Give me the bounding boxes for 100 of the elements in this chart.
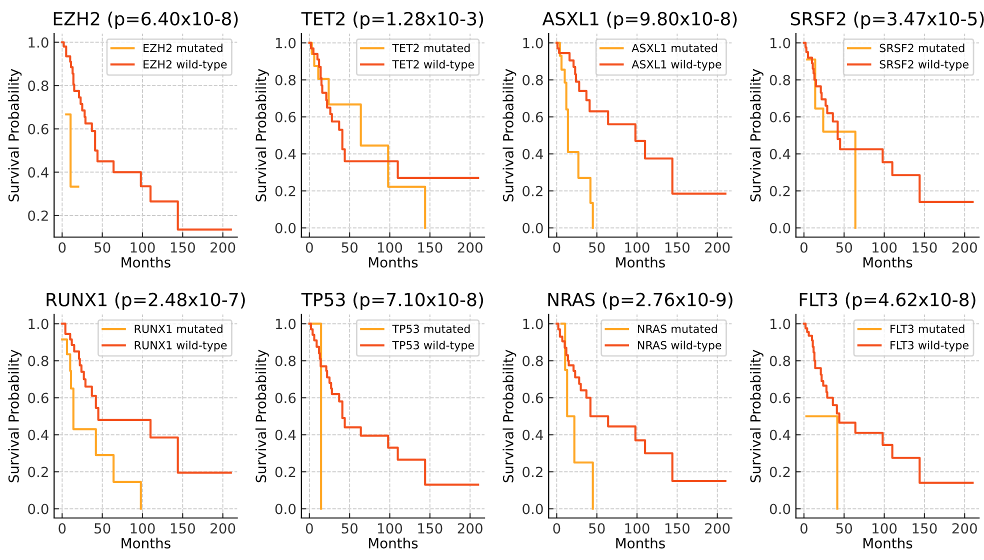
y-tick-label: 0.6 bbox=[522, 112, 543, 122]
y-axis-title: Survival Probability bbox=[502, 350, 516, 482]
x-axis-title: Months bbox=[616, 256, 665, 268]
y-tick-label: 0.8 bbox=[28, 80, 48, 92]
chart-title: FLT3 (p=4.62x10-8) bbox=[800, 292, 976, 310]
y-tick-label: 0.8 bbox=[522, 356, 543, 366]
x-tick-label: 150 bbox=[665, 242, 690, 253]
y-tick-label: 0.0 bbox=[770, 222, 790, 234]
x-tick-label: 0 bbox=[553, 523, 560, 534]
x-tick-label: 100 bbox=[130, 523, 155, 534]
y-tick-label: 0.4 bbox=[522, 430, 544, 440]
y-tick-label: 0.4 bbox=[275, 148, 296, 160]
y-tick-label: 1.0 bbox=[770, 318, 790, 330]
x-tick-label: 200 bbox=[952, 242, 977, 253]
x-tick-label: 200 bbox=[458, 242, 482, 253]
y-tick-label: 0.4 bbox=[770, 430, 790, 440]
y-tick-label: 1.0 bbox=[28, 37, 48, 48]
x-tick-label: 150 bbox=[912, 523, 937, 534]
y-tick-label: 0.8 bbox=[522, 74, 543, 86]
x-tick-label: 100 bbox=[625, 523, 650, 534]
legend-label: TP53 wild-type bbox=[392, 340, 474, 352]
y-tick-label: 0.6 bbox=[28, 124, 48, 134]
y-axis-title: Survival Probability bbox=[750, 68, 764, 202]
y-tick-label: 0.8 bbox=[770, 356, 790, 366]
legend-label: ASXL1 wild-type bbox=[632, 60, 722, 71]
chart-title: EZH2 (p=6.40x10-8) bbox=[54, 12, 238, 30]
x-axis-title: Months bbox=[368, 538, 418, 548]
y-tick-label: 0.0 bbox=[275, 504, 296, 514]
x-tick-label: 0 bbox=[800, 523, 808, 534]
x-tick-label: 50 bbox=[94, 242, 110, 253]
legend-label: SRSF2 wild-type bbox=[880, 60, 968, 71]
x-tick-label: 200 bbox=[458, 523, 482, 534]
x-tick-label: 150 bbox=[418, 523, 442, 534]
legend-label: SRSF2 mutated bbox=[880, 44, 964, 52]
legend-label: NRAS wild-type bbox=[638, 340, 722, 352]
y-tick-label: 0.2 bbox=[770, 186, 790, 196]
y-tick-label: 0.2 bbox=[28, 210, 48, 221]
x-tick-label: 100 bbox=[872, 242, 897, 253]
x-tick-label: 200 bbox=[210, 523, 236, 534]
y-tick-label: 0.6 bbox=[275, 392, 296, 404]
y-tick-label: 0.8 bbox=[275, 74, 296, 86]
chart-title: TET2 (p=1.28x10-3) bbox=[301, 12, 484, 30]
x-tick-label: 150 bbox=[418, 242, 442, 253]
x-tick-label: 50 bbox=[836, 242, 852, 253]
y-tick-label: 0.4 bbox=[275, 430, 296, 440]
y-tick-label: 0.6 bbox=[770, 112, 790, 122]
legend-label: TP53 mutated bbox=[392, 324, 470, 334]
x-tick-label: 200 bbox=[952, 523, 977, 534]
y-tick-label: 0.4 bbox=[522, 148, 544, 160]
x-axis-title: Months bbox=[122, 256, 170, 268]
x-tick-label: 0 bbox=[58, 242, 66, 253]
y-axis-title: Survival Probability bbox=[8, 68, 22, 202]
y-tick-label: 1.0 bbox=[276, 38, 296, 48]
y-tick-label: 0.2 bbox=[28, 466, 48, 478]
x-axis-title: Months bbox=[863, 538, 912, 548]
chart-title: NRAS (p=2.76x10-9) bbox=[548, 292, 732, 310]
y-tick-label: 0.2 bbox=[275, 186, 296, 196]
x-axis-title: Months bbox=[122, 538, 170, 548]
x-tick-label: 0 bbox=[800, 242, 808, 253]
x-tick-label: 100 bbox=[378, 523, 402, 534]
x-tick-label: 150 bbox=[170, 523, 195, 534]
x-tick-label: 0 bbox=[306, 523, 313, 534]
y-tick-label: 1.0 bbox=[276, 318, 296, 330]
legend-label: RUNX1 mutated bbox=[134, 324, 222, 334]
legend-label: FLT3 mutated bbox=[890, 324, 964, 334]
y-tick-label: 0.8 bbox=[28, 356, 48, 366]
legend-label: NRAS mutated bbox=[638, 324, 717, 334]
y-tick-label: 0.4 bbox=[28, 167, 48, 178]
legend-label: ASXL1 mutated bbox=[632, 44, 717, 52]
y-tick-label: 0.8 bbox=[275, 356, 296, 366]
legend-label: RUNX1 wild-type bbox=[134, 340, 227, 352]
x-tick-label: 50 bbox=[589, 523, 605, 534]
y-tick-label: 0.6 bbox=[522, 392, 543, 404]
y-tick-label: 1.0 bbox=[770, 38, 790, 48]
x-axis-title: Months bbox=[616, 538, 665, 548]
x-tick-label: 200 bbox=[705, 242, 730, 253]
x-tick-label: 50 bbox=[589, 242, 605, 253]
y-axis-title: Survival Probability bbox=[502, 68, 516, 202]
y-tick-label: 0.0 bbox=[522, 504, 543, 514]
x-tick-label: 0 bbox=[58, 523, 66, 534]
y-tick-label: 1.0 bbox=[523, 38, 543, 48]
y-tick-label: 0.0 bbox=[275, 222, 296, 234]
chart-title: SRSF2 (p=3.47x10-5) bbox=[790, 12, 984, 30]
chart-title: ASXL1 (p=9.80x10-8) bbox=[542, 12, 737, 30]
y-tick-label: 1.0 bbox=[523, 318, 543, 330]
x-tick-label: 150 bbox=[170, 242, 195, 253]
y-tick-label: 0.6 bbox=[28, 392, 48, 404]
legend-label: EZH2 mutated bbox=[144, 44, 222, 52]
chart-title: TP53 (p=7.10x10-8) bbox=[301, 292, 483, 310]
legend-label: TET2 mutated bbox=[392, 44, 470, 52]
y-tick-label: 0.0 bbox=[28, 504, 48, 514]
y-tick-label: 1.0 bbox=[28, 318, 48, 330]
x-tick-label: 100 bbox=[625, 242, 650, 253]
legend-label: FLT3 wild-type bbox=[890, 340, 968, 352]
y-axis-title: Survival Probability bbox=[750, 350, 764, 482]
x-tick-label: 0 bbox=[553, 242, 560, 253]
y-tick-label: 0.2 bbox=[522, 186, 542, 196]
y-tick-label: 0.6 bbox=[770, 392, 790, 404]
y-tick-label: 0.6 bbox=[275, 112, 296, 122]
x-tick-label: 100 bbox=[872, 523, 897, 534]
